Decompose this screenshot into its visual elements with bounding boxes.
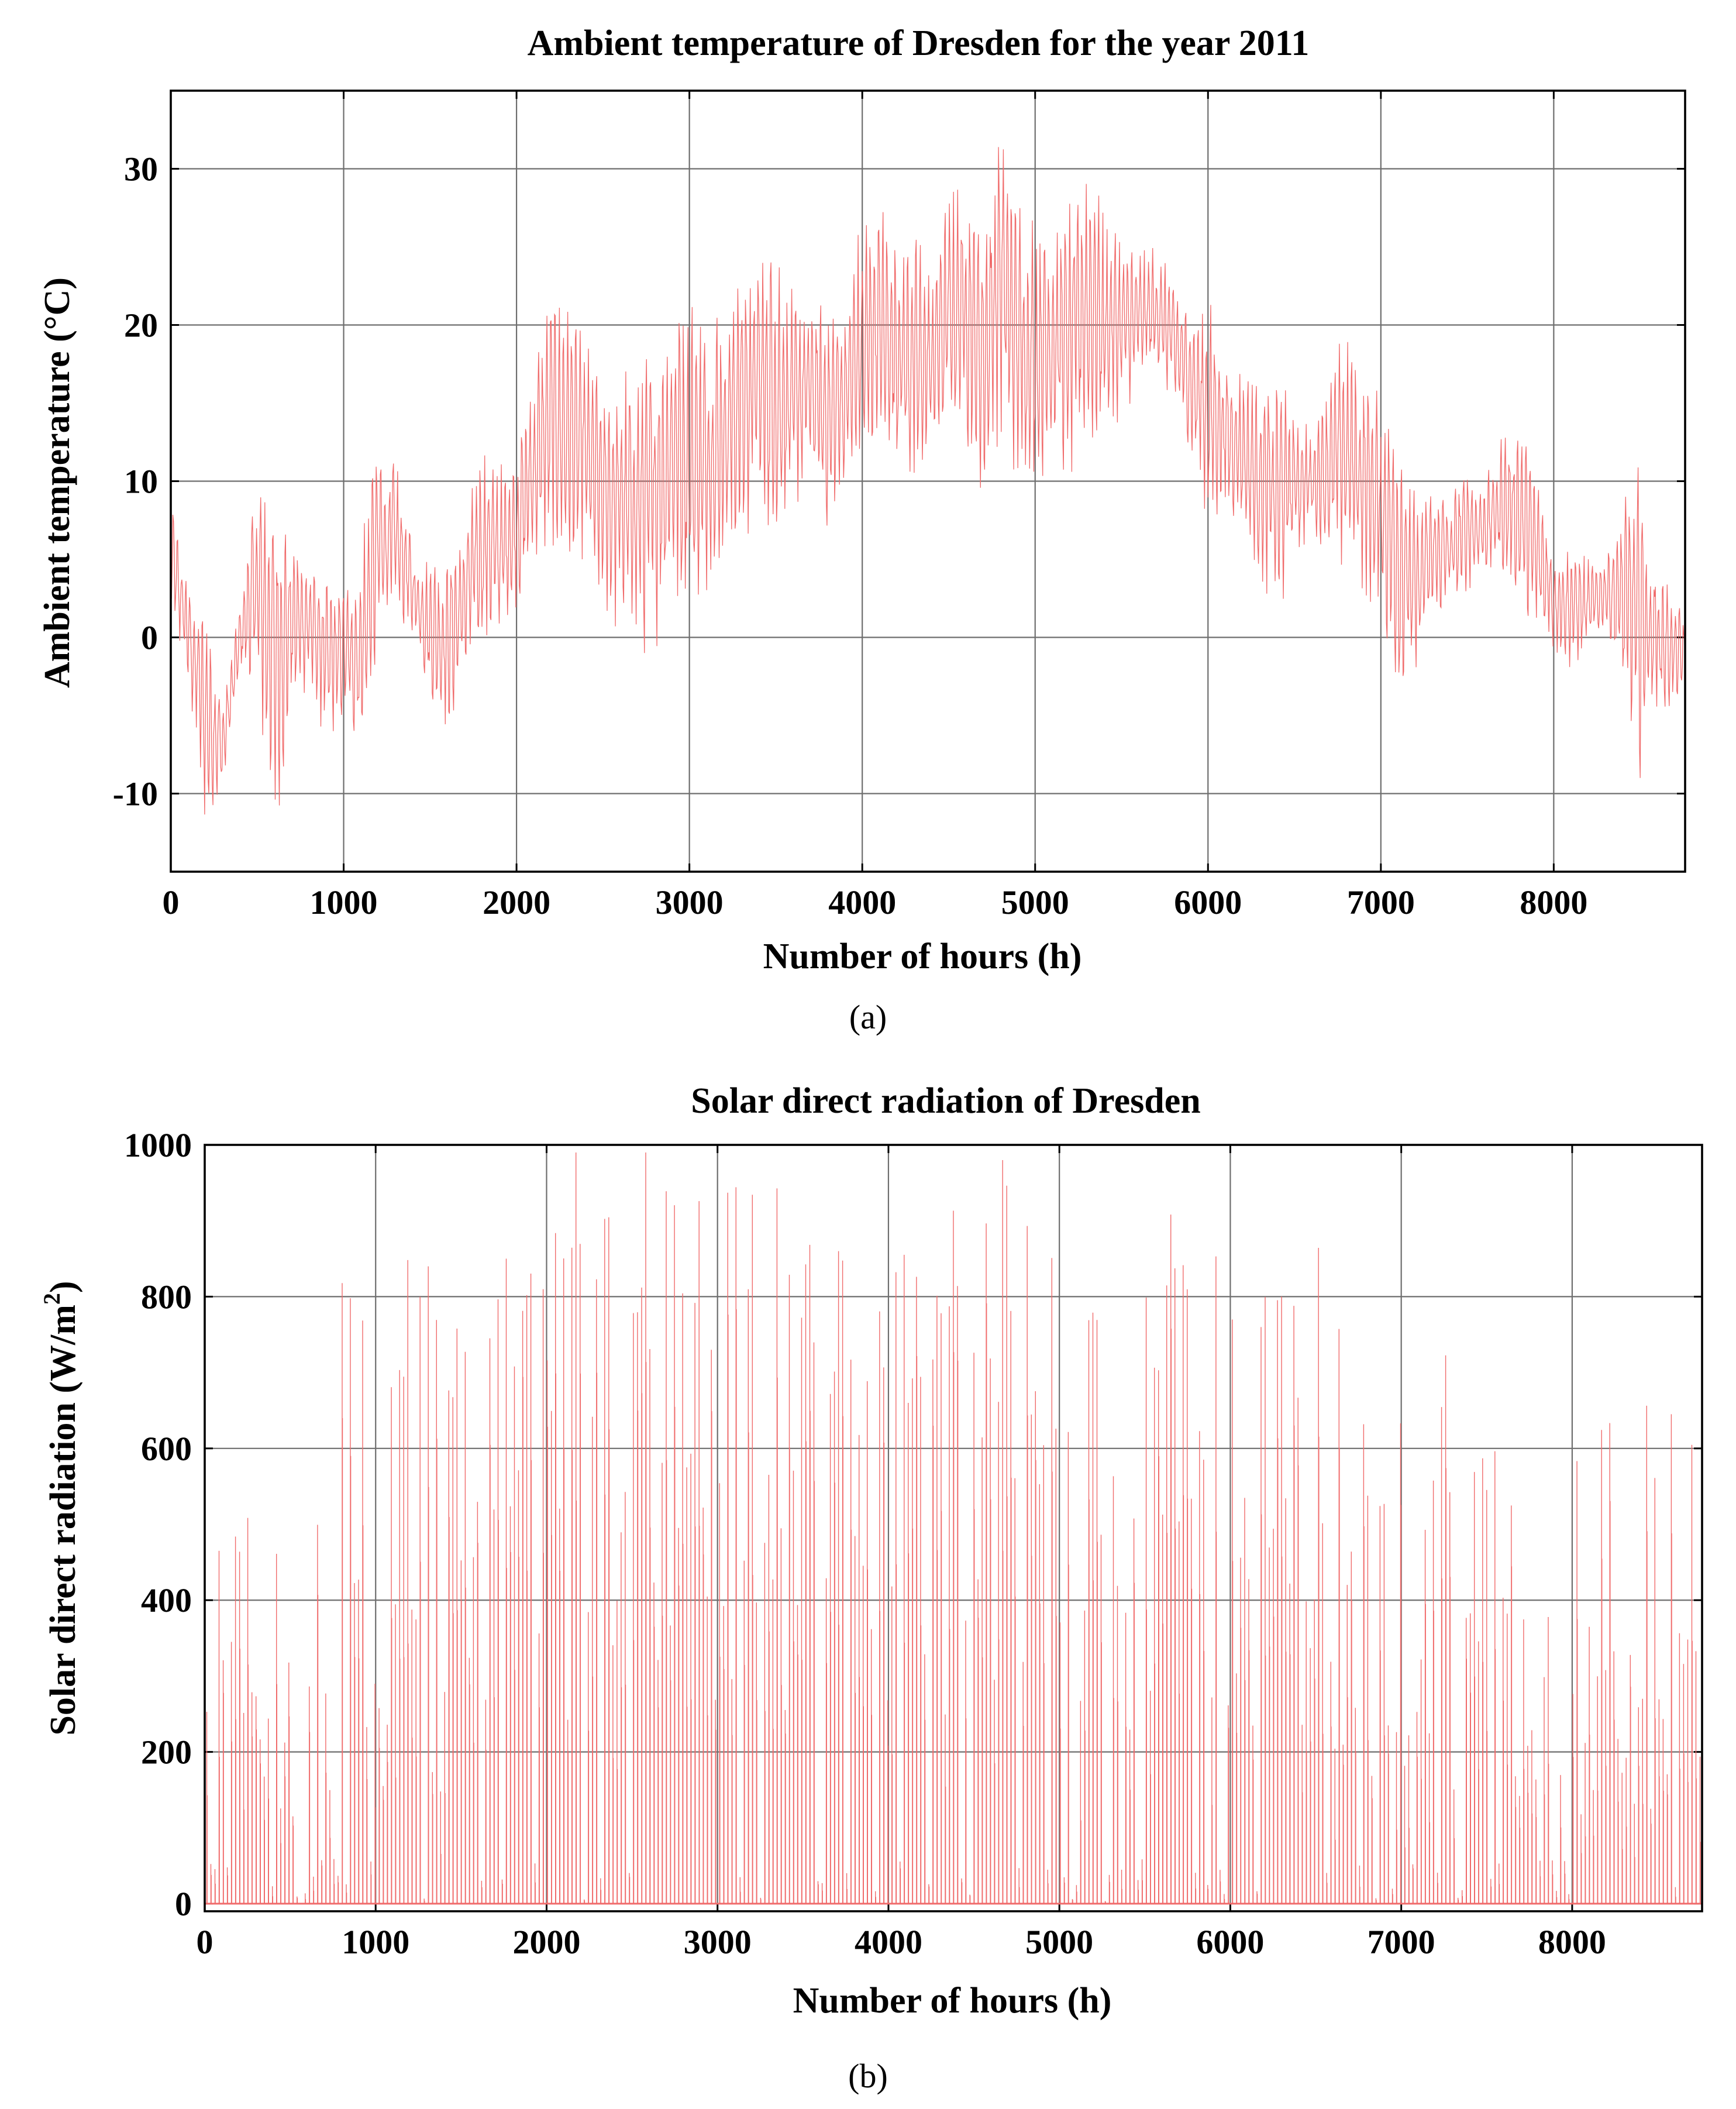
chart-a-y-tick-labels: -10 0 10 20 30 (113, 150, 158, 813)
chart-a-x-tick-label: 6000 (1174, 883, 1242, 921)
chart-b-y-axis-label-end: ) (43, 1281, 83, 1293)
chart-b-panel-label: (b) (848, 2057, 888, 2095)
chart-a-x-tick-label: 5000 (1001, 883, 1069, 921)
chart-b-series-radiation (206, 1152, 1701, 1904)
chart-b-y-tick-label: 400 (141, 1581, 192, 1619)
chart-a-y-tick-label: 20 (124, 307, 158, 345)
chart-a-panel-label: (a) (849, 998, 887, 1036)
chart-a-y-axis-label: Ambient temperature (°C) (37, 277, 77, 688)
chart-b-y-tick-label: 800 (141, 1278, 192, 1316)
chart-b-y-tick-label: 1000 (124, 1126, 192, 1164)
chart-a-y-tick-label: 30 (124, 150, 158, 188)
chart-b-y-tick-label: 200 (141, 1733, 192, 1771)
chart-a-y-tick-label: -10 (113, 775, 158, 813)
chart-a-x-axis-label: Number of hours (h) (763, 937, 1082, 976)
chart-b-y-axis-label-sup: 2 (39, 1293, 65, 1305)
chart-a-y-tick-label: 0 (141, 619, 158, 657)
chart-b-plot-area (205, 1152, 1702, 1905)
chart-a-y-tick-label: 10 (124, 463, 158, 501)
chart-b-title: Solar direct radiation of Dresden (691, 1081, 1200, 1121)
chart-a-series-temperature (170, 147, 1686, 815)
chart-a-x-tick-label: 3000 (656, 883, 724, 921)
chart-b-y-tick-label: 600 (141, 1430, 192, 1468)
chart-a-frame (170, 90, 1686, 873)
chart-b-x-tick-label: 5000 (1025, 1923, 1093, 1961)
chart-b-x-tick-label: 4000 (855, 1923, 922, 1961)
chart-b-y-axis-label-main: Solar direct radiation (W/m (43, 1305, 83, 1736)
panel-b: Solar direct radiation of Dresden 0 1000 2… (39, 1081, 1703, 2095)
chart-a-x-tick-label: 0 (163, 883, 180, 921)
chart-a-x-tick-label: 1000 (310, 883, 378, 921)
chart-b-x-tick-label: 2000 (512, 1923, 580, 1961)
chart-b-x-tick-label: 3000 (684, 1923, 752, 1961)
chart-a-x-tick-label: 2000 (483, 883, 550, 921)
chart-b-x-tick-label: 8000 (1538, 1923, 1606, 1961)
chart-a-x-tick-label: 4000 (828, 883, 896, 921)
chart-b-y-tick-label: 0 (175, 1885, 192, 1923)
chart-a-x-tick-label: 7000 (1347, 883, 1415, 921)
chart-a-title: Ambient temperature of Dresden for the y… (528, 23, 1310, 63)
chart-a-plot-area (170, 147, 1686, 815)
chart-b-y-tick-labels: 0 200 400 600 800 1000 (124, 1126, 192, 1923)
chart-a-x-tick-labels: 0 1000 2000 3000 4000 5000 6000 7000 8000 (163, 883, 1588, 921)
chart-b-frame (204, 1144, 1703, 1912)
chart-b-x-tick-label: 0 (197, 1923, 213, 1961)
chart-b-x-tick-label: 6000 (1196, 1923, 1264, 1961)
chart-b-x-tick-labels: 0 1000 2000 3000 4000 5000 6000 7000 8000 (197, 1923, 1606, 1961)
chart-a-x-tick-label: 8000 (1520, 883, 1587, 921)
chart-b-x-tick-label: 1000 (342, 1923, 409, 1961)
chart-b-y-axis-label: Solar direct radiation (W/m2) (39, 1281, 83, 1735)
chart-b-x-axis-label: Number of hours (h) (793, 1981, 1112, 2021)
chart-b-x-tick-label: 7000 (1368, 1923, 1435, 1961)
panel-a: Ambient temperature of Dresden for the y… (37, 23, 1686, 1036)
